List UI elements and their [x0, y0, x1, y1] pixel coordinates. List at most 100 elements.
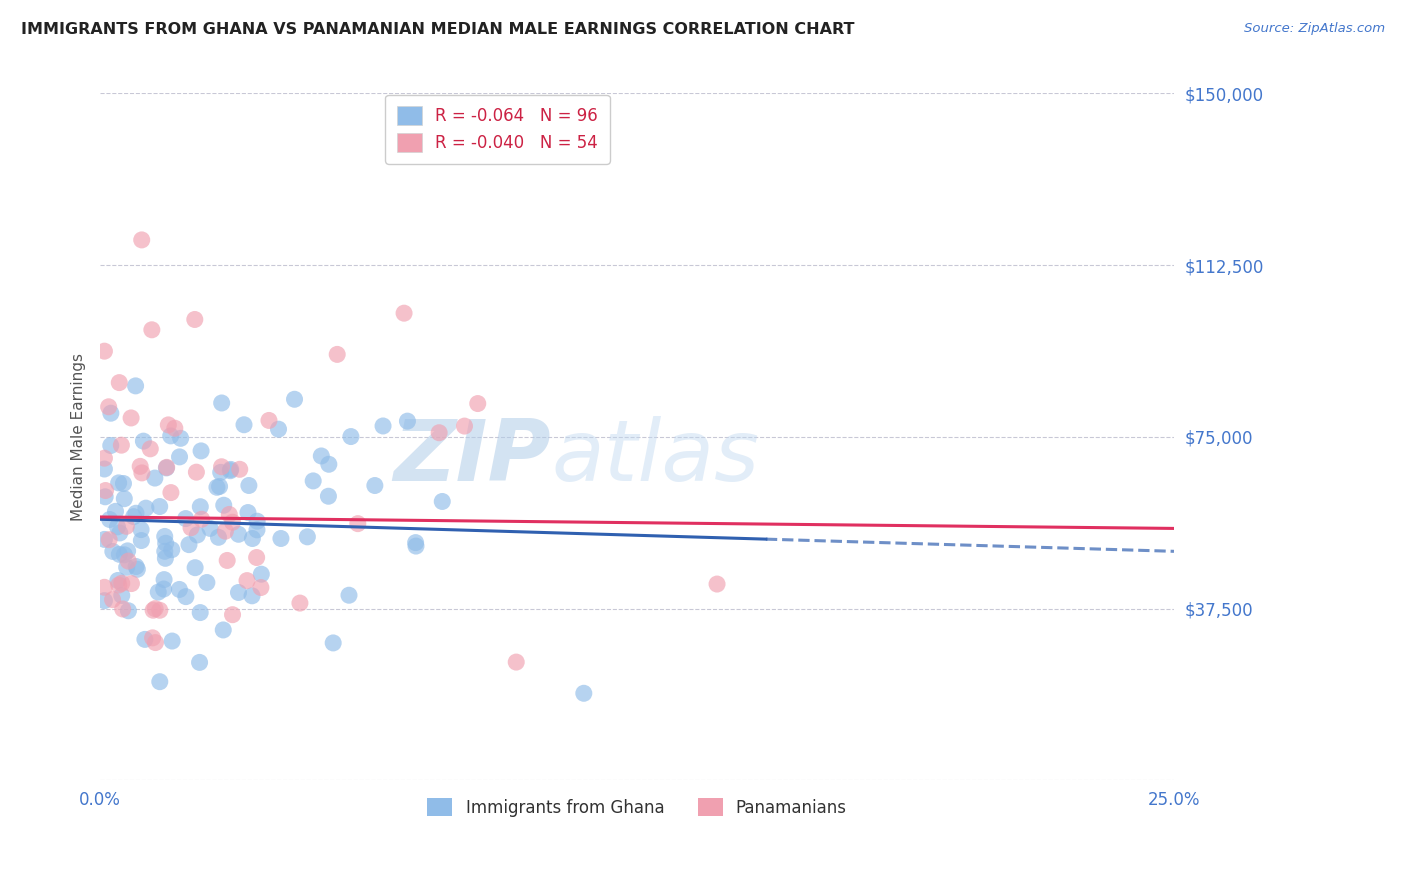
Point: [236, 574, 259, 588]
Point: [143, 471, 166, 485]
Point: [160, 485, 183, 500]
Point: [218, 508, 240, 522]
Point: [405, 539, 427, 553]
Point: [195, 575, 218, 590]
Point: [217, 553, 239, 567]
Point: [117, 604, 139, 618]
Point: [112, 548, 135, 562]
Point: [112, 476, 135, 491]
Point: [190, 444, 212, 458]
Point: [117, 544, 139, 558]
Point: [257, 413, 280, 427]
Point: [160, 634, 183, 648]
Point: [240, 589, 263, 603]
Point: [209, 466, 232, 480]
Point: [326, 347, 349, 361]
Text: Source: ZipAtlas.com: Source: ZipAtlas.com: [1244, 22, 1385, 36]
Point: [211, 459, 233, 474]
Point: [184, 312, 207, 326]
Point: [174, 511, 197, 525]
Point: [142, 631, 165, 645]
Point: [208, 479, 231, 493]
Point: [94, 490, 117, 504]
Point: [145, 635, 167, 649]
Point: [125, 506, 148, 520]
Text: ZIP: ZIP: [394, 416, 551, 499]
Point: [207, 530, 229, 544]
Point: [318, 457, 340, 471]
Point: [250, 567, 273, 582]
Point: [155, 536, 177, 550]
Point: [108, 525, 131, 540]
Point: [180, 521, 202, 535]
Point: [228, 527, 250, 541]
Point: [163, 421, 186, 435]
Point: [221, 515, 243, 529]
Point: [212, 623, 235, 637]
Point: [322, 636, 344, 650]
Point: [149, 674, 172, 689]
Point: [135, 501, 157, 516]
Point: [131, 533, 153, 548]
Point: [107, 475, 129, 490]
Point: [132, 434, 155, 449]
Point: [111, 576, 134, 591]
Point: [98, 533, 121, 547]
Point: [572, 686, 595, 700]
Point: [242, 532, 264, 546]
Point: [120, 411, 142, 425]
Point: [283, 392, 305, 407]
Point: [169, 582, 191, 597]
Point: [148, 585, 170, 599]
Point: [152, 582, 174, 596]
Point: [432, 494, 454, 508]
Point: [205, 480, 228, 494]
Point: [143, 601, 166, 615]
Point: [134, 632, 156, 647]
Point: [188, 500, 211, 514]
Point: [97, 400, 120, 414]
Point: [160, 542, 183, 557]
Point: [337, 588, 360, 602]
Point: [93, 462, 115, 476]
Point: [371, 419, 394, 434]
Point: [129, 523, 152, 537]
Point: [107, 574, 129, 588]
Point: [110, 438, 132, 452]
Point: [139, 442, 162, 456]
Point: [184, 560, 207, 574]
Point: [131, 233, 153, 247]
Point: [111, 602, 134, 616]
Point: [98, 512, 121, 526]
Point: [186, 528, 208, 542]
Point: [153, 529, 176, 543]
Point: [177, 538, 200, 552]
Point: [108, 547, 131, 561]
Point: [467, 396, 489, 410]
Point: [302, 474, 325, 488]
Point: [190, 512, 212, 526]
Point: [198, 521, 221, 535]
Point: [270, 532, 292, 546]
Point: [159, 429, 181, 443]
Point: [219, 462, 242, 476]
Point: [100, 406, 122, 420]
Point: [311, 449, 333, 463]
Point: [297, 530, 319, 544]
Point: [155, 461, 177, 475]
Y-axis label: Median Male Earnings: Median Male Earnings: [72, 353, 86, 521]
Point: [212, 498, 235, 512]
Point: [111, 589, 134, 603]
Point: [188, 656, 211, 670]
Point: [141, 323, 163, 337]
Point: [117, 554, 139, 568]
Point: [505, 655, 527, 669]
Point: [174, 590, 197, 604]
Point: [453, 419, 475, 434]
Point: [107, 520, 129, 534]
Point: [214, 524, 236, 538]
Point: [157, 417, 180, 432]
Point: [396, 414, 419, 428]
Point: [340, 429, 363, 443]
Point: [288, 596, 311, 610]
